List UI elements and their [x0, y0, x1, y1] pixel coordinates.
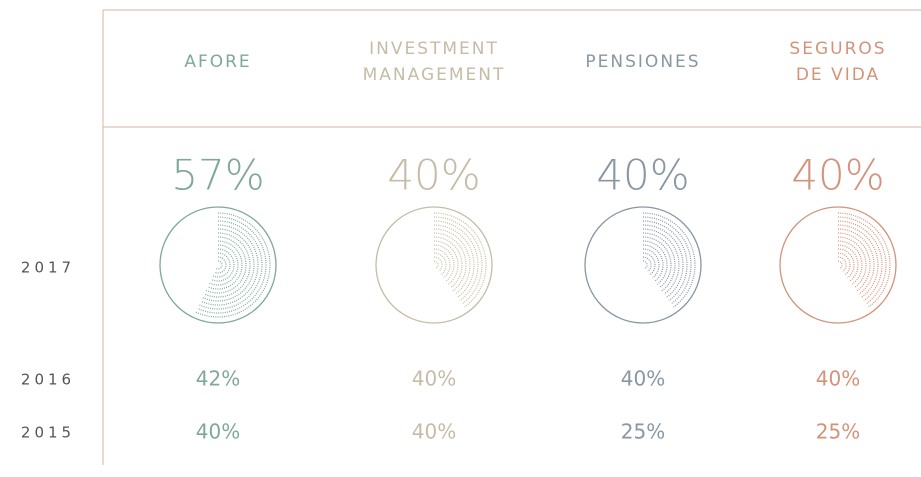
share-arc	[433, 248, 451, 279]
share-arc	[642, 256, 652, 272]
share-arc	[837, 240, 863, 285]
share-arc	[433, 224, 475, 298]
value-label: 40%	[387, 151, 480, 200]
year-label: 2015	[21, 424, 75, 442]
share-arc	[642, 236, 672, 289]
column-header: PENSIONES	[585, 52, 700, 72]
share-arc	[642, 240, 668, 285]
share-arc	[433, 216, 483, 305]
share-arc	[433, 256, 443, 272]
share-arc	[200, 224, 259, 306]
share-arc	[199, 220, 263, 310]
share-arc	[433, 252, 447, 276]
share-arc	[837, 224, 879, 298]
share-arc	[837, 232, 871, 292]
share-arc	[837, 220, 883, 302]
share-arc	[205, 236, 247, 294]
share-arc	[433, 260, 439, 269]
value-label: 40%	[196, 420, 240, 444]
ring	[779, 206, 897, 324]
share-arc	[212, 252, 231, 278]
column-header: DE VIDA	[796, 65, 880, 85]
share-arc	[433, 236, 463, 289]
column-header: INVESTMENT	[369, 39, 499, 59]
share-arc	[433, 220, 479, 302]
share-arc	[207, 240, 243, 290]
value-label: 40%	[412, 420, 456, 444]
share-arc	[433, 244, 455, 282]
share-arc	[642, 248, 660, 279]
year-label: 2016	[21, 371, 75, 389]
share-arc	[214, 256, 227, 274]
value-label: 25%	[816, 420, 860, 444]
share-arc	[837, 256, 847, 272]
share-arc	[433, 232, 467, 292]
share-arc	[433, 228, 471, 295]
share-arc	[837, 236, 867, 289]
ring	[375, 206, 493, 324]
share-arc	[642, 232, 676, 292]
share-arc	[195, 212, 271, 318]
column-header: MANAGEMENT	[363, 65, 506, 85]
share-arc	[642, 252, 656, 276]
value-label: 40%	[412, 367, 456, 391]
value-label: 40%	[791, 151, 884, 200]
share-arc	[837, 228, 875, 295]
ring	[159, 206, 277, 324]
share-arc	[642, 220, 688, 302]
value-label: 57%	[171, 151, 264, 200]
year-label: 2017	[21, 259, 75, 277]
share-arc	[209, 244, 239, 286]
value-label: 25%	[621, 420, 665, 444]
share-arc	[210, 248, 235, 282]
share-arc	[837, 212, 891, 308]
share-arc	[837, 244, 859, 282]
share-arc	[642, 216, 692, 305]
share-arc	[642, 228, 680, 295]
share-arc	[642, 244, 664, 282]
ring	[584, 206, 702, 324]
share-arc	[642, 212, 696, 308]
share-arc	[202, 228, 255, 302]
share-arc	[837, 248, 855, 279]
share-arc	[197, 216, 267, 314]
share-arc	[433, 212, 487, 308]
share-arc	[204, 232, 251, 298]
value-label: 40%	[596, 151, 689, 200]
share-arc	[837, 216, 887, 305]
column-header: SEGUROS	[789, 39, 886, 59]
share-arc	[642, 260, 648, 269]
share-arc	[433, 240, 459, 285]
share-arc	[216, 260, 223, 270]
share-arc	[837, 252, 851, 276]
value-label: 42%	[196, 367, 240, 391]
share-arc	[642, 224, 684, 298]
share-arc	[837, 260, 843, 269]
value-label: 40%	[816, 367, 860, 391]
column-header: AFORE	[184, 52, 251, 72]
value-label: 40%	[621, 367, 665, 391]
